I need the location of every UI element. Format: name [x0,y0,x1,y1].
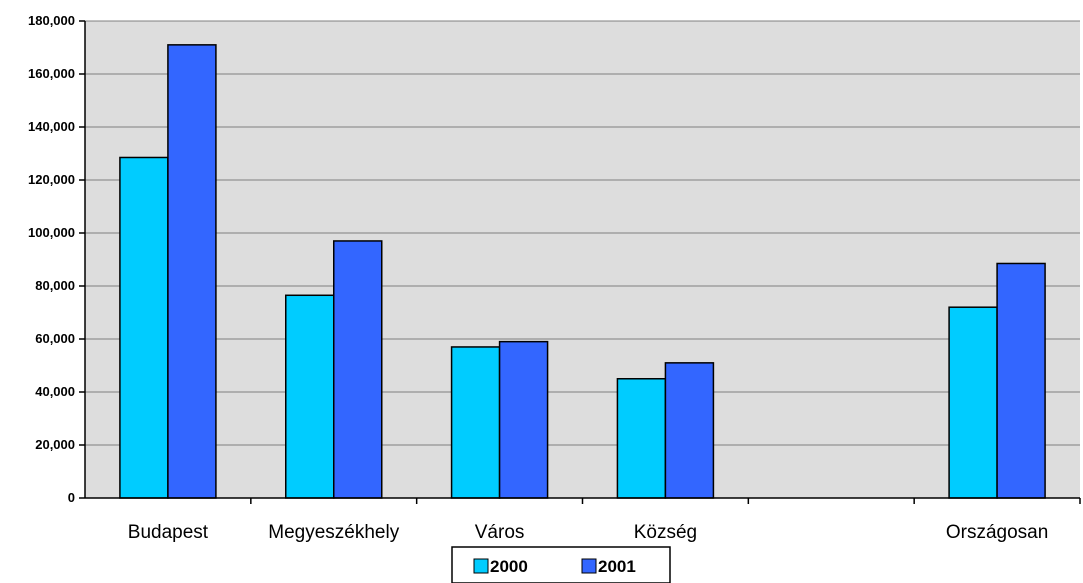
y-tick-label: 20,000 [35,437,75,452]
bar-2000-budapest [119,156,169,499]
x-tick-label: Budapest [128,522,209,543]
bar-2001-város [498,340,549,499]
y-tick-label: 40,000 [35,384,75,399]
legend-label-2001: 2001 [598,557,636,576]
bar-2001-község [664,362,715,499]
bars [119,44,1046,499]
y-tick-label: 180,000 [28,13,75,28]
x-tick-label: Város [475,522,525,543]
x-tick-label: Község [634,522,697,543]
bar-2000-község [616,378,667,499]
y-tick-label: 140,000 [28,119,75,134]
bar-2000-országosan [948,306,998,499]
bar-2000-megyeszékhely [285,294,335,499]
gridlines [85,20,1080,446]
y-tick-label: 80,000 [35,278,75,293]
bar-2001-megyeszékhely [333,240,383,499]
bar-2001-országosan [996,262,1046,499]
legend-swatch-2000 [473,558,489,574]
legend-swatch-2001 [581,558,597,574]
x-axis-labels: Budapest Megyeszékhely Város Község Országos… [128,498,1081,543]
x-tick-label: Országosan [946,522,1048,543]
bar-2001-budapest [167,44,217,499]
y-tick-label: 120,000 [28,172,75,187]
y-tick-label: 100,000 [28,225,75,240]
y-tick-label: 60,000 [35,331,75,346]
legend-label-2000: 2000 [490,557,528,576]
legend: 2000 2001 [451,546,671,583]
y-tick-label: 160,000 [28,66,75,81]
bar-2000-város [450,346,501,499]
y-tick-label: 0 [68,490,75,505]
x-tick-label: Megyeszékhely [268,522,399,543]
plot-area [85,21,1080,498]
y-ticks: 0 20,000 40,000 60,000 80,000 100,000 120,000 1… [28,13,85,505]
